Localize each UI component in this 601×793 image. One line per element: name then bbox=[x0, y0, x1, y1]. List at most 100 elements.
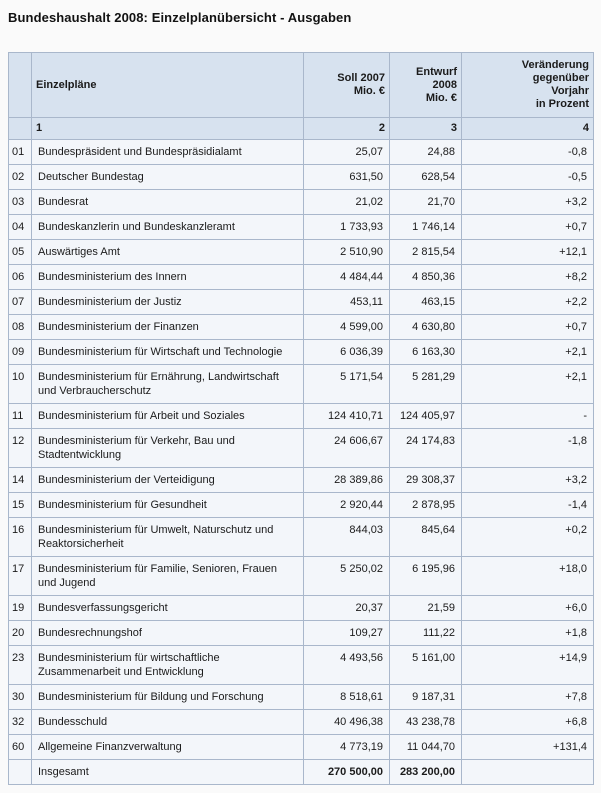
row-soll-cell: 28 389,86 bbox=[303, 467, 390, 493]
table-row: 30 Bundesministerium für Bildung und Fors… bbox=[8, 684, 594, 710]
row-veraenderung-cell: +12,1 bbox=[461, 239, 594, 265]
total-nr-cell bbox=[8, 759, 32, 785]
row-number-cell: 09 bbox=[8, 339, 32, 365]
row-einzelplan-cell: Bundesministerium der Verteidigung bbox=[31, 467, 304, 493]
row-entwurf-cell: 463,15 bbox=[389, 289, 462, 315]
table-row: 20 Bundesrechnungshof 109,27 111,22 +1,8 bbox=[8, 620, 594, 646]
row-soll-cell: 6 036,39 bbox=[303, 339, 390, 365]
colnum-2: 2 bbox=[303, 117, 390, 140]
table-foot: Insgesamt 270 500,00 283 200,00 bbox=[8, 759, 594, 785]
row-number-cell: 14 bbox=[8, 467, 32, 493]
row-soll-cell: 1 733,93 bbox=[303, 214, 390, 240]
row-soll-cell: 631,50 bbox=[303, 164, 390, 190]
table-column-number-row: 1 2 3 4 bbox=[8, 117, 594, 140]
row-veraenderung-cell: -1,8 bbox=[461, 428, 594, 468]
row-entwurf-cell: 43 238,78 bbox=[389, 709, 462, 735]
row-veraenderung-cell: +6,8 bbox=[461, 709, 594, 735]
row-number-cell: 07 bbox=[8, 289, 32, 315]
row-number-cell: 16 bbox=[8, 517, 32, 557]
row-number-cell: 60 bbox=[8, 734, 32, 760]
table-row: 04 Bundeskanzlerin und Bundeskanzleramt 1 … bbox=[8, 214, 594, 240]
row-entwurf-cell: 24 174,83 bbox=[389, 428, 462, 468]
row-einzelplan-cell: Bundespräsident und Bundespräsidialamt bbox=[31, 139, 304, 165]
row-number-cell: 06 bbox=[8, 264, 32, 290]
row-veraenderung-cell: +1,8 bbox=[461, 620, 594, 646]
total-entwurf-value: 283 200,00 bbox=[389, 759, 462, 785]
row-einzelplan-cell: Bundesministerium für wirtschaftliche Zu… bbox=[31, 645, 304, 685]
table-row: 09 Bundesministerium für Wirtschaft und T… bbox=[8, 339, 594, 365]
row-einzelplan-cell: Bundesverfassungsgericht bbox=[31, 595, 304, 621]
table-row: 17 Bundesministerium für Familie, Seniore… bbox=[8, 556, 594, 596]
row-number-cell: 19 bbox=[8, 595, 32, 621]
table-row: 23 Bundesministerium für wirtschaftliche … bbox=[8, 645, 594, 685]
row-einzelplan-cell: Bundesministerium für Verkehr, Bau und S… bbox=[31, 428, 304, 468]
colnum-3: 3 bbox=[389, 117, 462, 140]
row-entwurf-cell: 845,64 bbox=[389, 517, 462, 557]
row-veraenderung-cell: +3,2 bbox=[461, 189, 594, 215]
row-number-cell: 02 bbox=[8, 164, 32, 190]
header-entwurf-2008: Entwurf 2008 Mio. € bbox=[389, 52, 462, 118]
row-soll-cell: 24 606,67 bbox=[303, 428, 390, 468]
row-veraenderung-cell: -0,5 bbox=[461, 164, 594, 190]
colnum-empty-cell bbox=[8, 117, 32, 140]
row-soll-cell: 21,02 bbox=[303, 189, 390, 215]
table-row: 01 Bundespräsident und Bundespräsidialamt… bbox=[8, 139, 594, 165]
table-row: 15 Bundesministerium für Gesundheit 2 920,… bbox=[8, 492, 594, 518]
row-veraenderung-cell: +2,2 bbox=[461, 289, 594, 315]
table-row: 11 Bundesministerium für Arbeit und Sozia… bbox=[8, 403, 594, 429]
row-einzelplan-cell: Bundesministerium des Innern bbox=[31, 264, 304, 290]
table-row: 06 Bundesministerium des Innern 4 484,44 4 … bbox=[8, 264, 594, 290]
row-einzelplan-cell: Bundesministerium für Arbeit und Soziale… bbox=[31, 403, 304, 429]
row-veraenderung-cell: +2,1 bbox=[461, 339, 594, 365]
row-einzelplan-cell: Bundesschuld bbox=[31, 709, 304, 735]
row-soll-cell: 8 518,61 bbox=[303, 684, 390, 710]
table-row: 02 Deutscher Bundestag 631,50 628,54 -0,5 bbox=[8, 164, 594, 190]
table-row: 60 Allgemeine Finanzverwaltung 4 773,19 11 … bbox=[8, 734, 594, 760]
row-soll-cell: 5 250,02 bbox=[303, 556, 390, 596]
row-einzelplan-cell: Auswärtiges Amt bbox=[31, 239, 304, 265]
row-soll-cell: 453,11 bbox=[303, 289, 390, 315]
table-head: Einzelpläne Soll 2007 Mio. € Entwurf 200… bbox=[8, 52, 594, 140]
row-veraenderung-cell: - bbox=[461, 403, 594, 429]
row-entwurf-cell: 29 308,37 bbox=[389, 467, 462, 493]
row-veraenderung-cell: +0,7 bbox=[461, 214, 594, 240]
row-veraenderung-cell: +0,7 bbox=[461, 314, 594, 340]
row-einzelplan-cell: Deutscher Bundestag bbox=[31, 164, 304, 190]
row-soll-cell: 25,07 bbox=[303, 139, 390, 165]
total-soll-value: 270 500,00 bbox=[303, 759, 390, 785]
page-title: Bundeshaushalt 2008: Einzelplanübersicht… bbox=[8, 10, 352, 25]
table-row: 10 Bundesministerium für Ernährung, Landw… bbox=[8, 364, 594, 404]
header-veraenderung: Veränderung gegenüber Vorjahr in Prozent bbox=[461, 52, 594, 118]
header-soll-2007: Soll 2007 Mio. € bbox=[303, 52, 390, 118]
row-entwurf-cell: 24,88 bbox=[389, 139, 462, 165]
row-soll-cell: 2 510,90 bbox=[303, 239, 390, 265]
row-entwurf-cell: 2 878,95 bbox=[389, 492, 462, 518]
row-entwurf-cell: 11 044,70 bbox=[389, 734, 462, 760]
row-einzelplan-cell: Bundesrechnungshof bbox=[31, 620, 304, 646]
row-number-cell: 17 bbox=[8, 556, 32, 596]
row-entwurf-cell: 1 746,14 bbox=[389, 214, 462, 240]
row-number-cell: 30 bbox=[8, 684, 32, 710]
row-number-cell: 08 bbox=[8, 314, 32, 340]
row-veraenderung-cell: +8,2 bbox=[461, 264, 594, 290]
row-number-cell: 10 bbox=[8, 364, 32, 404]
table-row: 14 Bundesministerium der Verteidigung 28 3… bbox=[8, 467, 594, 493]
row-entwurf-cell: 111,22 bbox=[389, 620, 462, 646]
row-number-cell: 23 bbox=[8, 645, 32, 685]
table-row: 05 Auswärtiges Amt 2 510,90 2 815,54 +12,1 bbox=[8, 239, 594, 265]
row-soll-cell: 4 599,00 bbox=[303, 314, 390, 340]
row-veraenderung-cell: -1,4 bbox=[461, 492, 594, 518]
row-number-cell: 12 bbox=[8, 428, 32, 468]
row-soll-cell: 844,03 bbox=[303, 517, 390, 557]
row-number-cell: 20 bbox=[8, 620, 32, 646]
table-row: 03 Bundesrat 21,02 21,70 +3,2 bbox=[8, 189, 594, 215]
table-row: 07 Bundesministerium der Justiz 453,11 463,… bbox=[8, 289, 594, 315]
row-number-cell: 01 bbox=[8, 139, 32, 165]
row-einzelplan-cell: Bundesrat bbox=[31, 189, 304, 215]
row-entwurf-cell: 21,59 bbox=[389, 595, 462, 621]
row-entwurf-cell: 5 161,00 bbox=[389, 645, 462, 685]
colnum-4: 4 bbox=[461, 117, 594, 140]
table-row: 16 Bundesministerium für Umwelt, Natursch… bbox=[8, 517, 594, 557]
header-einzelplaene: Einzelpläne bbox=[31, 52, 304, 118]
row-veraenderung-cell: +2,1 bbox=[461, 364, 594, 404]
